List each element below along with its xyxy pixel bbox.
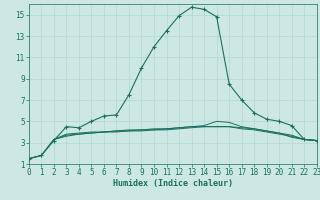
X-axis label: Humidex (Indice chaleur): Humidex (Indice chaleur) [113, 179, 233, 188]
